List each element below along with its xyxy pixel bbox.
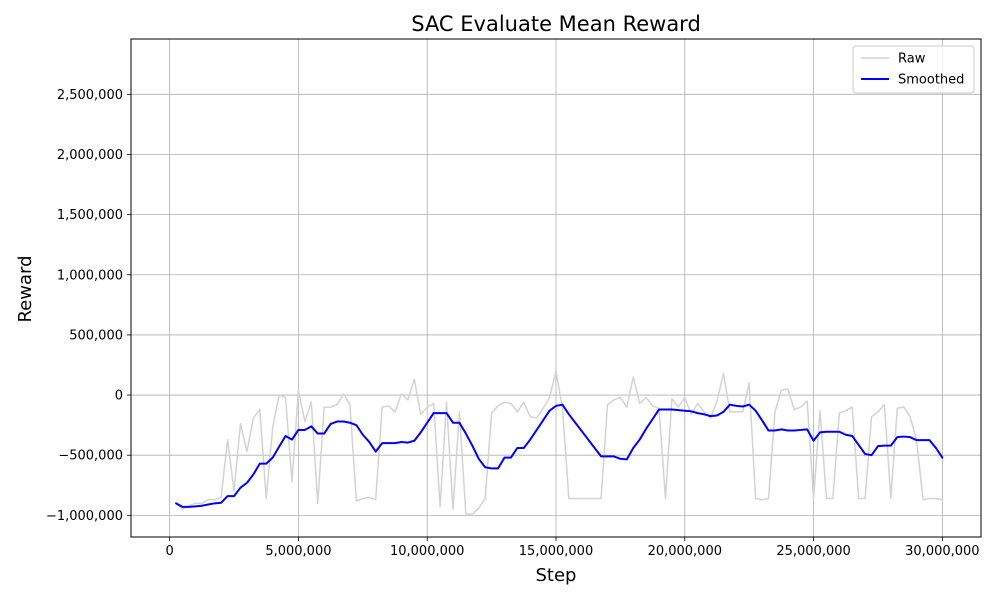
x-tick-label: 20,000,000 bbox=[648, 544, 722, 559]
legend-label-raw: Raw bbox=[898, 52, 926, 67]
legend: Raw Smoothed bbox=[852, 45, 975, 94]
y-tick-label: −1,000,000 bbox=[46, 509, 123, 524]
x-tick-label: 5,000,000 bbox=[265, 544, 331, 559]
x-tick-label: 30,000,000 bbox=[905, 544, 979, 559]
x-tick-label: 25,000,000 bbox=[776, 544, 850, 559]
chart-title: SAC Evaluate Mean Reward bbox=[411, 12, 701, 36]
y-tick-label: 0 bbox=[115, 389, 123, 404]
series-line-raw bbox=[175, 370, 944, 515]
y-tick-label: 2,500,000 bbox=[57, 88, 123, 103]
series-line-smoothed bbox=[175, 403, 944, 508]
y-axis-label: Reward bbox=[15, 255, 36, 322]
x-tick-label: 15,000,000 bbox=[519, 544, 593, 559]
x-tick-label: 10,000,000 bbox=[390, 544, 464, 559]
plot-lines bbox=[175, 370, 944, 515]
y-tick-label: 2,000,000 bbox=[57, 148, 123, 163]
axis-ticks: 0 5,000,000 10,000,000 15,000,000 20,000,000… bbox=[46, 88, 980, 559]
x-tick-label: 0 bbox=[165, 544, 173, 559]
y-tick-label: 1,000,000 bbox=[57, 268, 123, 283]
legend-label-smoothed: Smoothed bbox=[898, 73, 964, 88]
y-tick-label: −500,000 bbox=[58, 449, 123, 464]
grid bbox=[131, 39, 981, 537]
y-tick-label: 1,500,000 bbox=[57, 208, 123, 223]
y-tick-label: 500,000 bbox=[69, 328, 123, 343]
x-axis-label: Step bbox=[536, 565, 577, 586]
